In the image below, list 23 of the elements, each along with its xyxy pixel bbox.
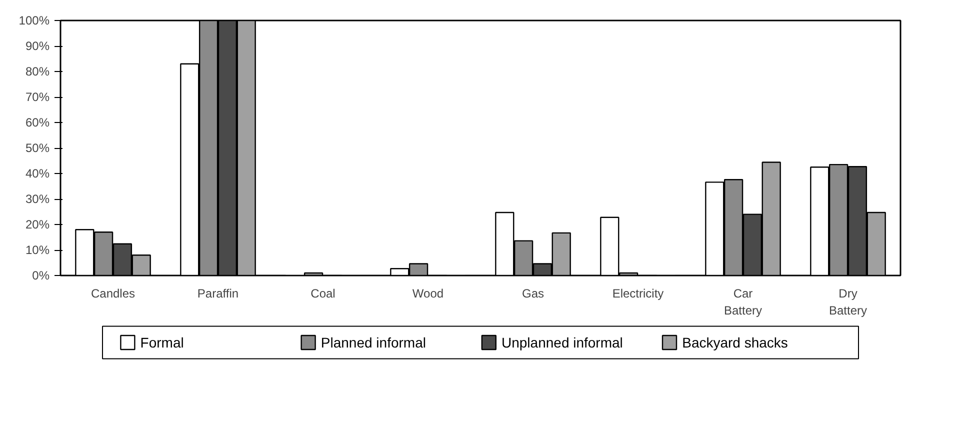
y-tick-label: 70% — [25, 90, 50, 104]
x-tick-label: Car Battery — [724, 286, 762, 318]
x-tick-label: Electricity — [612, 286, 664, 300]
y-tick-label: 90% — [25, 39, 50, 53]
y-tick-label: 20% — [25, 218, 50, 232]
y-tick-label: 40% — [25, 166, 50, 180]
y-tick-label: 50% — [25, 141, 50, 155]
x-tick-label: Candles — [90, 286, 136, 300]
y-tick-label: 0% — [32, 268, 50, 282]
y-tick-label: 60% — [25, 116, 50, 130]
y-tick-label: 10% — [25, 243, 50, 257]
y-tick-label: 100% — [18, 14, 50, 28]
y-tick-label: 80% — [25, 64, 50, 78]
legend-label: Unplanned informal — [502, 334, 623, 350]
legend-label: Formal — [140, 334, 184, 350]
x-tick-label: Wood — [412, 286, 444, 300]
x-tick-label: Gas — [522, 286, 544, 300]
x-tick-label: Coal — [310, 286, 336, 300]
x-tick-label: Dry Battery — [828, 286, 868, 318]
legend-label: Planned informal — [320, 334, 426, 350]
x-tick-label: Paraffin — [197, 286, 239, 300]
legend-label: Backyard shacks — [682, 334, 788, 350]
y-tick-label: 30% — [25, 192, 50, 206]
